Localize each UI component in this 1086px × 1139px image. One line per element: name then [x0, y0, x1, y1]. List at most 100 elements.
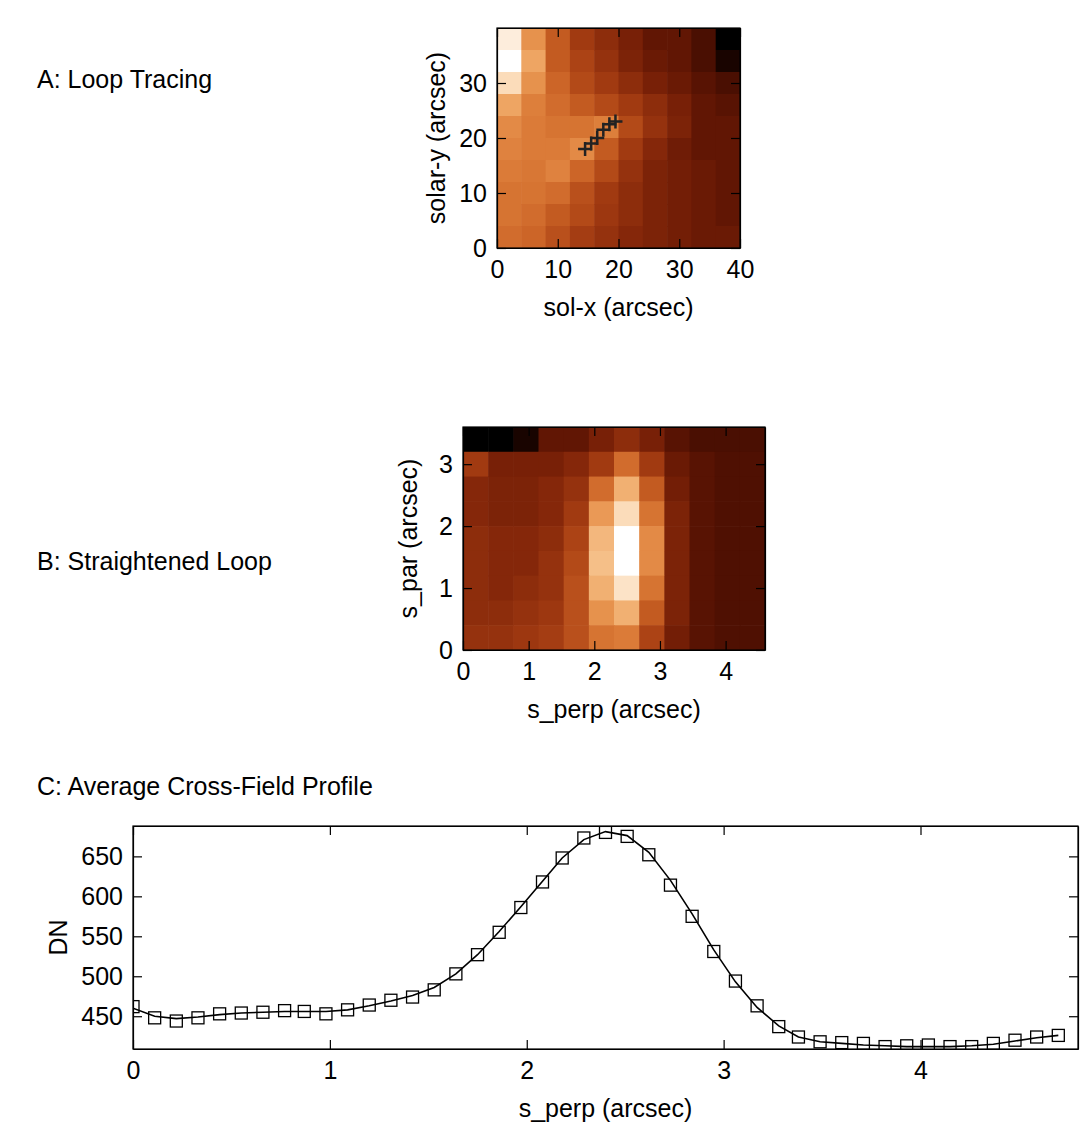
tick	[731, 138, 740, 139]
cell	[619, 50, 644, 73]
xticks-axis: 01234	[457, 641, 766, 685]
cell	[639, 526, 665, 551]
cell	[463, 576, 489, 601]
cell	[488, 452, 514, 477]
cell	[539, 576, 565, 601]
cell	[513, 551, 539, 576]
cell	[619, 182, 644, 205]
cell	[539, 452, 565, 477]
tick-label: 10	[459, 179, 487, 207]
cell	[715, 551, 741, 576]
tick	[724, 826, 725, 835]
trace-point	[608, 115, 622, 129]
tick-mark	[1069, 976, 1078, 977]
cell	[570, 28, 595, 51]
cell	[564, 600, 590, 625]
cell	[667, 116, 692, 139]
tick-mark	[463, 526, 472, 527]
cell	[690, 501, 716, 526]
tick-mark	[724, 826, 725, 835]
cell	[521, 182, 546, 205]
cell	[690, 551, 716, 576]
tick-label: 0	[439, 636, 453, 664]
tick: 2	[520, 1040, 534, 1084]
axis-line	[133, 827, 134, 1050]
cell	[488, 551, 514, 576]
cell	[715, 600, 741, 625]
cell	[690, 452, 716, 477]
tick-label: 1	[439, 574, 453, 602]
tick	[133, 826, 134, 835]
cell	[488, 600, 514, 625]
tick-label: 3	[654, 657, 668, 685]
cell	[497, 50, 522, 73]
tick-mark	[497, 83, 506, 84]
cell	[521, 28, 546, 51]
cell	[570, 94, 595, 117]
tick-label: 0	[127, 1056, 141, 1084]
plot-frame	[463, 427, 765, 650]
cell	[513, 452, 539, 477]
cell	[664, 576, 690, 601]
cell	[564, 452, 590, 477]
cell	[570, 72, 595, 95]
tick: 650	[81, 842, 142, 870]
tick-mark	[731, 248, 740, 249]
yticks-axis: 0102030	[459, 29, 506, 262]
tick	[756, 588, 765, 589]
cell	[643, 226, 668, 248]
cell	[667, 204, 692, 227]
tick-mark	[463, 464, 472, 465]
cell	[589, 526, 615, 551]
cell	[594, 160, 619, 183]
tick	[731, 248, 740, 249]
cell	[539, 501, 565, 526]
tick-mark	[1069, 856, 1078, 857]
tick: 1	[439, 574, 472, 602]
data-point	[879, 1041, 891, 1049]
tick-mark	[133, 936, 142, 937]
cell	[497, 138, 522, 161]
cell	[667, 94, 692, 117]
tick-label: 650	[81, 842, 123, 870]
cell	[589, 600, 615, 625]
cell	[546, 28, 571, 51]
tick-label: 1	[323, 1056, 337, 1084]
tick-mark	[594, 641, 595, 650]
cell	[690, 600, 716, 625]
tick: 0	[439, 636, 472, 664]
tick	[679, 28, 680, 37]
cell	[716, 94, 740, 117]
cell	[716, 50, 740, 73]
xticks-axis	[134, 826, 1079, 835]
tick: 10	[544, 239, 572, 283]
cell	[488, 576, 514, 601]
cell	[546, 226, 571, 248]
cell	[667, 50, 692, 73]
cell	[716, 72, 740, 95]
tick	[756, 464, 765, 465]
tick-mark	[756, 526, 765, 527]
figure: 0102030400102030sol-x (arcsec)solar-y (a…	[0, 0, 1086, 1139]
cell	[463, 427, 489, 452]
data-point	[170, 1015, 182, 1027]
cell	[690, 576, 716, 601]
tick-mark	[731, 83, 740, 84]
panel-title: A: Loop Tracing	[37, 65, 212, 93]
cell	[521, 50, 546, 73]
cell	[639, 477, 665, 502]
cell	[643, 72, 668, 95]
cell	[539, 427, 565, 452]
cell	[521, 116, 546, 139]
cell	[740, 551, 765, 576]
tick	[1069, 936, 1078, 937]
plot-area	[463, 427, 765, 650]
tick: 30	[666, 239, 694, 283]
cell	[463, 551, 489, 576]
x-axis-title: s_perp (arcsec)	[527, 695, 701, 723]
tick: 3	[717, 1040, 731, 1084]
cell	[594, 204, 619, 227]
cell	[497, 204, 522, 227]
cell	[463, 625, 489, 650]
tick-label: 500	[81, 962, 123, 990]
